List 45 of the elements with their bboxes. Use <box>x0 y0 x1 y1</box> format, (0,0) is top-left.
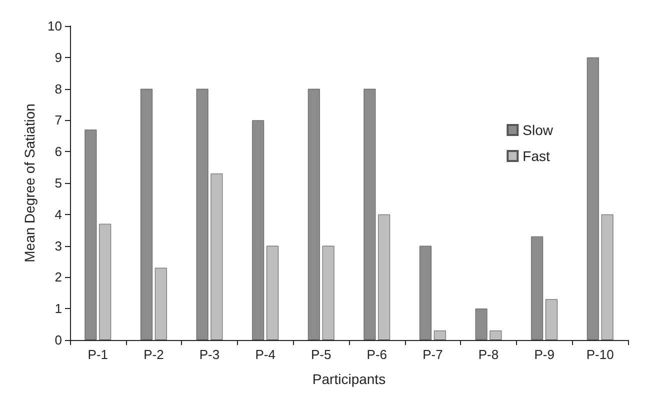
bar <box>99 224 112 340</box>
bar <box>531 236 544 340</box>
bar <box>140 88 152 340</box>
bar <box>434 330 446 340</box>
x-tick-label: P-4 <box>255 347 276 362</box>
x-axis-title: Participants <box>312 371 386 387</box>
x-tick-label: P-6 <box>366 347 388 362</box>
bar <box>475 308 488 340</box>
x-tick-label: P-5 <box>310 347 332 362</box>
x-tick-label: P-1 <box>88 347 108 362</box>
x-tick-label: P-7 <box>422 347 443 362</box>
bar <box>586 57 599 340</box>
y-tick-label: 1 <box>54 301 62 316</box>
bar <box>378 214 390 340</box>
bar <box>252 120 264 340</box>
bar <box>84 130 97 340</box>
bar <box>322 246 334 340</box>
y-tick-label: 0 <box>54 332 62 348</box>
y-tick-label: 7 <box>54 112 62 128</box>
x-tick-label: P-3 <box>199 347 220 362</box>
y-tick-label: 5 <box>54 176 62 190</box>
legend-label: Fast <box>522 148 550 164</box>
bar <box>266 246 278 340</box>
bar <box>308 88 320 340</box>
x-tick-label: P-8 <box>478 347 499 362</box>
y-tick-label: 4 <box>54 206 62 222</box>
x-tick-label: P-9 <box>534 347 554 362</box>
y-tick-label: 9 <box>54 50 62 65</box>
legend-label: Slow <box>522 122 554 138</box>
bar <box>420 246 432 340</box>
y-axis-title: Mean Degree of Satiation <box>22 104 38 262</box>
bar <box>364 88 376 340</box>
x-tick-label: P-2 <box>144 347 164 362</box>
y-tick-label: 3 <box>54 238 62 254</box>
bar <box>196 88 208 340</box>
y-tick-label: 10 <box>48 18 62 34</box>
y-tick-label: 6 <box>54 144 62 160</box>
x-tick-label: P-10 <box>586 347 614 362</box>
bar <box>601 214 614 340</box>
bar <box>546 299 558 340</box>
bar <box>154 268 167 340</box>
y-tick-label: 2 <box>54 270 62 285</box>
bar <box>210 174 223 340</box>
y-tick-label: 8 <box>54 81 62 96</box>
bar <box>490 330 502 340</box>
